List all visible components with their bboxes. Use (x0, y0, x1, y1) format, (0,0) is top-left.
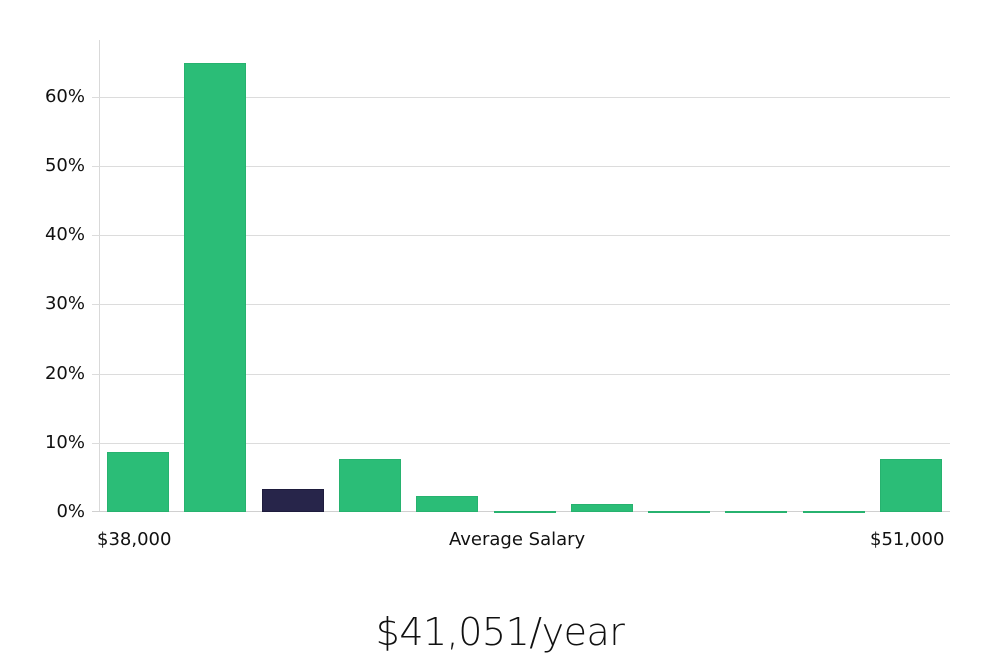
y-tick-label: 50% (44, 155, 85, 176)
histogram-bar (880, 458, 942, 512)
histogram-bar (184, 62, 246, 512)
y-axis-line (99, 40, 100, 512)
histogram-bar (416, 496, 478, 512)
y-tick-label: 60% (44, 86, 85, 107)
highlighted-bar (262, 489, 324, 512)
y-tick-label: 30% (44, 293, 85, 314)
histogram-bar (339, 458, 401, 512)
gridline (92, 166, 950, 167)
gridline (92, 374, 950, 375)
histogram-bar (803, 510, 865, 513)
histogram-bar (107, 451, 169, 512)
y-tick-label: 40% (44, 224, 85, 245)
histogram-bar (571, 503, 633, 512)
gridline (92, 97, 950, 98)
histogram-bar (725, 510, 787, 513)
x-axis-title: Average Salary (449, 529, 586, 550)
gridline (92, 443, 950, 444)
x-max-label: $51,000 (870, 529, 945, 550)
x-min-label: $38,000 (97, 529, 172, 550)
y-tick-label: 20% (44, 363, 85, 384)
gridline (92, 235, 950, 236)
histogram-bar (494, 510, 556, 513)
y-tick-label: 0% (56, 501, 85, 522)
average-salary-value: $41,051/year (375, 610, 625, 654)
histogram-bar (648, 510, 710, 513)
gridline (92, 304, 950, 305)
salary-histogram: 0% 10% 20% 30% 40% 50% 60% $38,000 Average Sal… (44, 40, 950, 550)
y-tick-label: 10% (44, 432, 85, 453)
